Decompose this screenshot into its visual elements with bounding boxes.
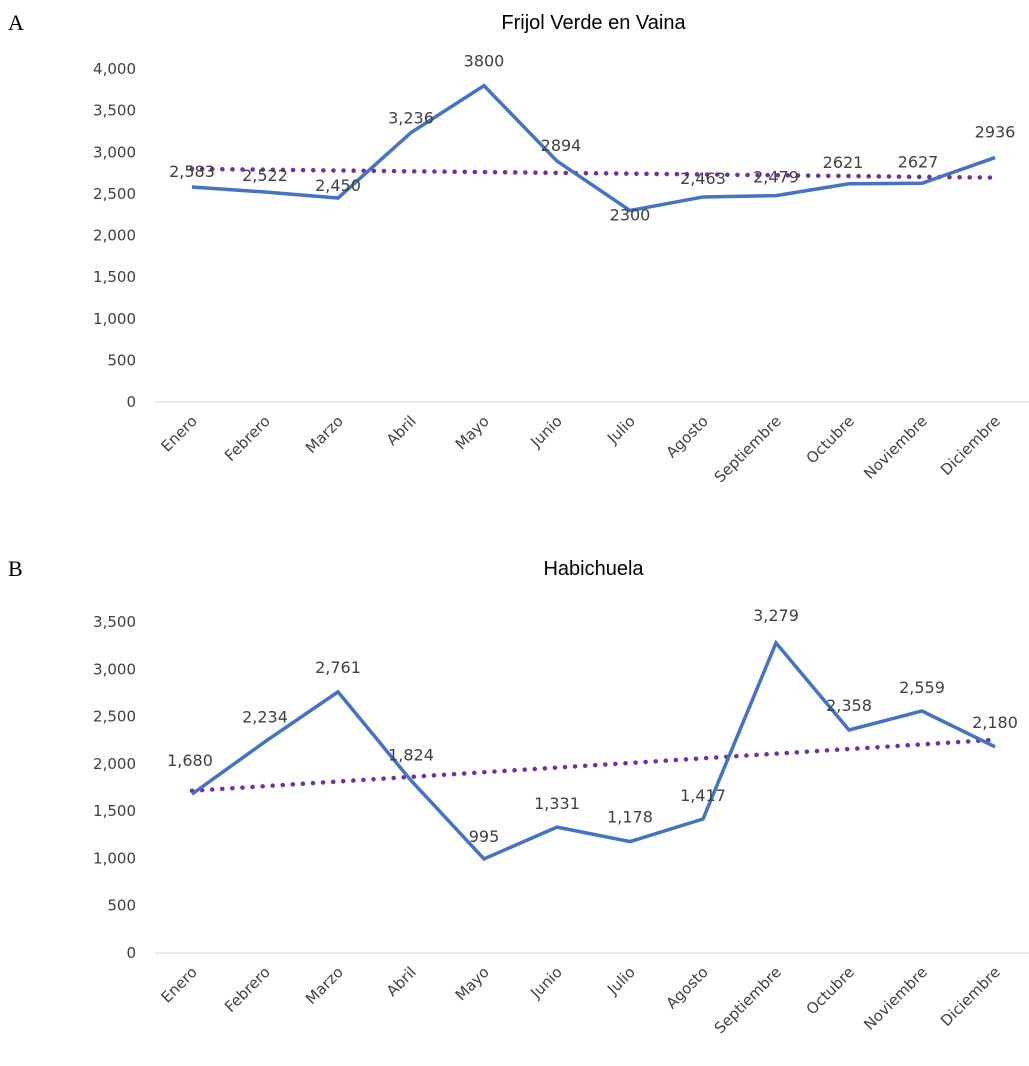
series-line — [190, 639, 996, 862]
panel-label: A — [8, 10, 24, 35]
data-label: 2894 — [541, 136, 582, 155]
data-label: 995 — [469, 827, 500, 846]
data-label: 2,479 — [753, 168, 799, 187]
y-tick-label: 500 — [107, 897, 136, 915]
data-label: 2627 — [898, 152, 939, 171]
x-tick-label: Marzo — [302, 963, 347, 1008]
data-label: 2,234 — [242, 708, 288, 727]
data-label: 2,559 — [899, 678, 945, 697]
data-label: 2,358 — [826, 696, 872, 715]
y-tick-label: 2,500 — [93, 708, 136, 726]
x-tick-label: Octubre — [803, 963, 858, 1018]
x-tick-label: Diciembre — [937, 963, 1004, 1030]
x-tick-label: Junio — [526, 412, 565, 451]
y-tick-label: 2,000 — [93, 227, 136, 245]
y-tick-label: 2,500 — [93, 185, 136, 203]
x-tick-label: Febrero — [221, 963, 274, 1016]
x-tick-label: Mayo — [452, 412, 493, 453]
data-label: 2621 — [823, 153, 864, 172]
x-tick-label: Mayo — [452, 963, 493, 1004]
y-tick-label: 3,000 — [93, 660, 136, 678]
y-tick-label: 0 — [126, 393, 136, 411]
x-tick-label: Diciembre — [937, 412, 1004, 479]
data-label: 1,680 — [167, 751, 213, 770]
panel-label: B — [8, 556, 23, 581]
data-label: 2,583 — [169, 162, 215, 181]
data-label: 1,417 — [680, 786, 726, 805]
x-tick-label: Enero — [158, 412, 201, 455]
data-label: 2,522 — [242, 166, 288, 185]
y-tick-label: 1,500 — [93, 268, 136, 286]
data-label: 1,824 — [388, 746, 434, 765]
x-tick-label: Agosto — [662, 412, 711, 461]
y-tick-label: 3,500 — [93, 102, 136, 120]
x-tick-label: Junio — [526, 963, 565, 1002]
x-tick-label: Septiembre — [711, 963, 785, 1037]
x-tick-label: Noviembre — [860, 412, 931, 483]
data-label: 2936 — [975, 123, 1016, 142]
x-tick-label: Abril — [383, 412, 420, 449]
y-tick-label: 500 — [107, 351, 136, 369]
chart-title: Frijol Verde en Vaina — [501, 12, 686, 34]
x-tick-label: Abril — [383, 963, 420, 1000]
data-label: 2,463 — [680, 169, 726, 188]
y-tick-label: 0 — [126, 944, 136, 962]
x-tick-label: Febrero — [221, 412, 274, 465]
x-tick-label: Octubre — [803, 412, 858, 467]
y-tick-label: 3,500 — [93, 613, 136, 631]
x-tick-label: Marzo — [302, 412, 347, 457]
y-tick-label: 1,500 — [93, 802, 136, 820]
data-label: 3800 — [464, 52, 505, 71]
data-label: 2,761 — [315, 658, 361, 677]
x-tick-label: Julio — [603, 963, 639, 999]
data-label: 2,450 — [315, 176, 361, 195]
x-tick-label: Julio — [603, 412, 639, 448]
y-tick-label: 3,000 — [93, 143, 136, 161]
y-tick-label: 1,000 — [93, 849, 136, 867]
chart-title: Habichuela — [543, 558, 644, 580]
data-label: 1,331 — [534, 794, 580, 813]
x-tick-label: Septiembre — [711, 412, 785, 486]
x-tick-label: Agosto — [662, 963, 711, 1012]
y-tick-label: 4,000 — [93, 60, 136, 78]
chart-0: A Frijol Verde en Vaina 0 500 1,000 1,500 2,00… — [8, 10, 1029, 486]
data-label: 3,236 — [388, 109, 434, 128]
trend-line — [189, 166, 998, 180]
x-tick-label: Noviembre — [860, 963, 931, 1034]
x-tick-label: Enero — [158, 963, 201, 1006]
data-label: 3,279 — [753, 606, 799, 625]
data-label: 2,180 — [972, 713, 1018, 732]
trend-line — [189, 737, 998, 794]
y-tick-label: 2,000 — [93, 755, 136, 773]
y-tick-label: 1,000 — [93, 310, 136, 328]
data-label: 1,178 — [607, 808, 653, 827]
series-line — [191, 83, 996, 213]
chart-1: B Habichuela 0 500 1,000 1,500 2,000 2,500 3,000… — [8, 556, 1029, 1037]
data-label: 2300 — [610, 206, 651, 225]
